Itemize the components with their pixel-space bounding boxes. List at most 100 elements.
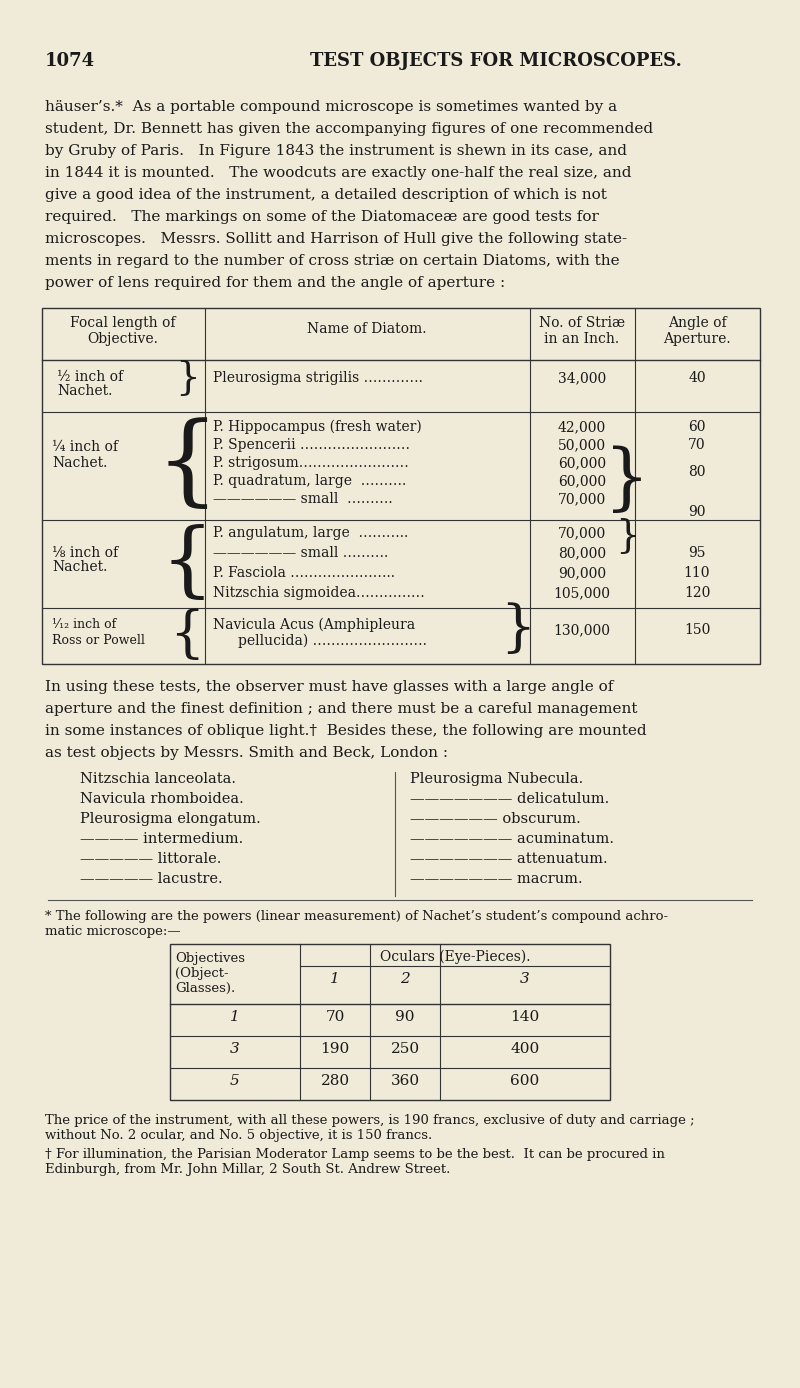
Text: ——————— macrum.: ——————— macrum. [410, 872, 582, 886]
Text: TEST OBJECTS FOR MICROSCOPES.: TEST OBJECTS FOR MICROSCOPES. [310, 51, 682, 69]
Text: No. of Striæ
in an Inch.: No. of Striæ in an Inch. [539, 316, 625, 346]
Text: —————— small ……….: —————— small ………. [213, 545, 388, 559]
Text: Nachet.: Nachet. [52, 457, 107, 471]
Text: ——————— acuminatum.: ——————— acuminatum. [410, 831, 614, 847]
Text: {: { [155, 418, 219, 514]
Text: häuser’s.*  As a portable compound microscope is sometimes wanted by a: häuser’s.* As a portable compound micros… [45, 100, 617, 114]
Text: † For illumination, the Parisian Moderator Lamp seems to be the best.  It can be: † For illumination, the Parisian Moderat… [45, 1148, 665, 1160]
Text: 90,000: 90,000 [558, 566, 606, 580]
Text: ⅟₁₂ inch of: ⅟₁₂ inch of [52, 618, 116, 632]
Text: in 1844 it is mounted.   The woodcuts are exactly one-half the real size, and: in 1844 it is mounted. The woodcuts are … [45, 167, 631, 180]
Text: Name of Diatom.: Name of Diatom. [307, 322, 426, 336]
Text: Pleurosigma elongatum.: Pleurosigma elongatum. [80, 812, 261, 826]
Text: pellucida) …………………….: pellucida) ……………………. [238, 634, 427, 648]
Text: ⅛ inch of: ⅛ inch of [52, 545, 118, 559]
Text: Pleurosigma Nubecula.: Pleurosigma Nubecula. [410, 772, 583, 786]
Text: 1: 1 [330, 972, 340, 985]
Text: 60,000: 60,000 [558, 473, 606, 489]
Text: Oculars (Eye-Pieces).: Oculars (Eye-Pieces). [380, 949, 530, 965]
Text: 130,000: 130,000 [554, 623, 610, 637]
Text: student, Dr. Bennett has given the accompanying figures of one recommended: student, Dr. Bennett has given the accom… [45, 122, 653, 136]
Text: 250: 250 [390, 1042, 419, 1056]
Text: give a good idea of the instrument, a detailed description of which is not: give a good idea of the instrument, a de… [45, 187, 607, 203]
Text: ½ inch of: ½ inch of [57, 371, 123, 384]
Text: 80,000: 80,000 [558, 545, 606, 559]
Text: 5: 5 [230, 1074, 240, 1088]
Text: 400: 400 [510, 1042, 540, 1056]
Text: ¼ inch of: ¼ inch of [52, 440, 118, 454]
Text: 105,000: 105,000 [554, 586, 610, 600]
Text: P. angulatum, large  ………..: P. angulatum, large ……….. [213, 526, 408, 540]
Text: without No. 2 ocular, and No. 5 objective, it is 150 francs.: without No. 2 ocular, and No. 5 objectiv… [45, 1128, 432, 1142]
Text: P. Hippocampus (fresh water): P. Hippocampus (fresh water) [213, 421, 422, 434]
Text: In using these tests, the observer must have glasses with a large angle of: In using these tests, the observer must … [45, 680, 614, 694]
Text: 600: 600 [510, 1074, 540, 1088]
Text: 1074: 1074 [45, 51, 95, 69]
Text: 70: 70 [326, 1010, 345, 1024]
Text: P. strigosum……………………: P. strigosum…………………… [213, 457, 409, 471]
Text: 42,000: 42,000 [558, 421, 606, 434]
Text: }: } [604, 446, 650, 516]
Text: ————— littorale.: ————— littorale. [80, 852, 222, 866]
Text: by Gruby of Paris.   In Figure 1843 the instrument is shewn in its case, and: by Gruby of Paris. In Figure 1843 the in… [45, 144, 627, 158]
Text: 190: 190 [320, 1042, 350, 1056]
Text: microscopes.   Messrs. Sollitt and Harrison of Hull give the following state-: microscopes. Messrs. Sollitt and Harriso… [45, 232, 627, 246]
Text: }: } [174, 359, 199, 397]
Text: Ross or Powell: Ross or Powell [52, 634, 145, 647]
Text: 3: 3 [230, 1042, 240, 1056]
Bar [170, 944, 610, 1101]
Text: 3: 3 [520, 972, 530, 985]
Text: P. Spencerii ……………………: P. Spencerii …………………… [213, 439, 410, 452]
Text: The price of the instrument, with all these powers, is 190 francs, exclusive of : The price of the instrument, with all th… [45, 1115, 694, 1127]
Text: —————— obscurum.: —————— obscurum. [410, 812, 581, 826]
Text: }: } [614, 518, 639, 554]
Text: 70: 70 [688, 439, 706, 452]
Text: {: { [161, 525, 214, 604]
Text: 140: 140 [510, 1010, 540, 1024]
Text: 90: 90 [395, 1010, 414, 1024]
Text: Objectives
(Object-
Glasses).: Objectives (Object- Glasses). [175, 952, 245, 995]
Text: P. Fasciola …………………..: P. Fasciola ………………….. [213, 566, 395, 580]
Text: 70,000: 70,000 [558, 491, 606, 507]
Text: 60: 60 [688, 421, 706, 434]
Text: Navicula rhomboidea.: Navicula rhomboidea. [80, 793, 244, 806]
Text: Nachet.: Nachet. [52, 559, 107, 575]
Bar [42, 308, 760, 663]
Text: ments in regard to the number of cross striæ on certain Diatoms, with the: ments in regard to the number of cross s… [45, 254, 620, 268]
Text: 90: 90 [688, 505, 706, 519]
Text: 2: 2 [400, 972, 410, 985]
Text: required.   The markings on some of the Diatomaceæ are good tests for: required. The markings on some of the Di… [45, 210, 599, 223]
Text: 50,000: 50,000 [558, 439, 606, 452]
Text: 95: 95 [688, 545, 706, 559]
Text: ————— lacustre.: ————— lacustre. [80, 872, 222, 886]
Text: ——————— attenuatum.: ——————— attenuatum. [410, 852, 608, 866]
Text: ——————— delicatulum.: ——————— delicatulum. [410, 793, 610, 806]
Text: 60,000: 60,000 [558, 457, 606, 471]
Text: Nitzschia lanceolata.: Nitzschia lanceolata. [80, 772, 236, 786]
Text: 280: 280 [321, 1074, 350, 1088]
Text: Nachet.: Nachet. [57, 384, 112, 398]
Text: {: { [170, 609, 205, 663]
Text: Nitzschia sigmoidea……………: Nitzschia sigmoidea…………… [213, 586, 425, 600]
Text: —————— small  ……….: —————— small ………. [213, 491, 393, 507]
Text: in some instances of oblique light.†  Besides these, the following are mounted: in some instances of oblique light.† Bes… [45, 725, 646, 738]
Text: }: } [500, 602, 536, 658]
Text: Angle of
Aperture.: Angle of Aperture. [663, 316, 731, 346]
Text: aperture and the finest definition ; and there must be a careful management: aperture and the finest definition ; and… [45, 702, 638, 716]
Text: ———— intermedium.: ———— intermedium. [80, 831, 243, 847]
Text: power of lens required for them and the angle of aperture :: power of lens required for them and the … [45, 276, 506, 290]
Text: Focal length of
Objective.: Focal length of Objective. [70, 316, 176, 346]
Text: 34,000: 34,000 [558, 371, 606, 384]
Text: 40: 40 [688, 371, 706, 384]
Text: Pleurosigma strigilis ………….: Pleurosigma strigilis …………. [213, 371, 423, 384]
Text: Edinburgh, from Mr. John Millar, 2 South St. Andrew Street.: Edinburgh, from Mr. John Millar, 2 South… [45, 1163, 450, 1176]
Text: 70,000: 70,000 [558, 526, 606, 540]
Text: Navicula Acus (Amphipleura: Navicula Acus (Amphipleura [213, 618, 415, 633]
Text: 110: 110 [684, 566, 710, 580]
Text: P. quadratum, large  ……….: P. quadratum, large ………. [213, 473, 406, 489]
Text: 360: 360 [390, 1074, 419, 1088]
Text: 1: 1 [230, 1010, 240, 1024]
Text: * The following are the powers (linear measurement) of Nachet’s student’s compou: * The following are the powers (linear m… [45, 911, 668, 923]
Text: 80: 80 [688, 465, 706, 479]
Text: 120: 120 [684, 586, 710, 600]
